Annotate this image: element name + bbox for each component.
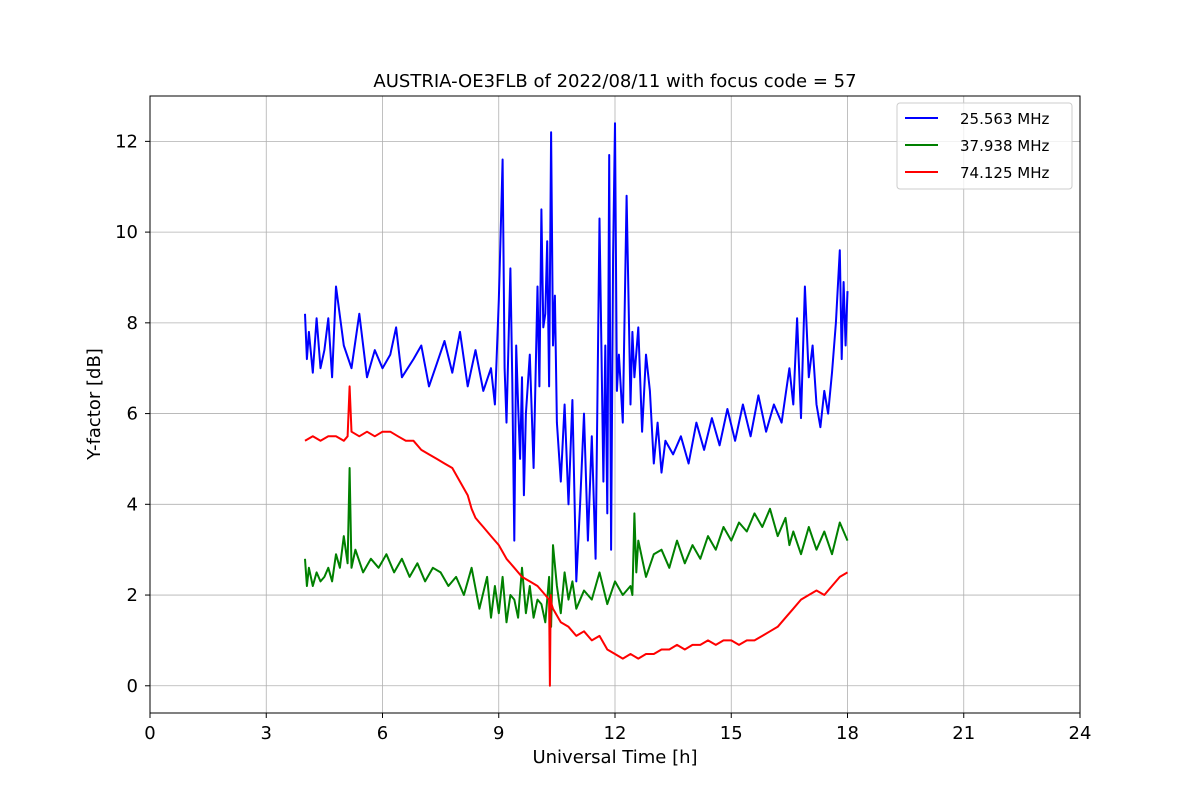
series-line-74125 bbox=[304, 385, 849, 687]
y-axis-label: Y-factor [dB] bbox=[84, 348, 105, 461]
y-tick-label: 10 bbox=[115, 222, 138, 243]
x-tick-label: 24 bbox=[1069, 723, 1092, 744]
x-axis-label: Universal Time [h] bbox=[532, 747, 697, 768]
x-tick-label: 6 bbox=[377, 723, 388, 744]
legend: 25.563 MHz 37.938 MHz 74.125 MHz bbox=[896, 102, 1073, 190]
chart-title: AUSTRIA-OE3FLB of 2022/08/11 with focus … bbox=[373, 71, 856, 92]
series-line-37938 bbox=[304, 467, 849, 628]
y-tick-label: 4 bbox=[127, 494, 138, 515]
legend-label-37938: 37.938 MHz bbox=[960, 137, 1049, 155]
y-tick-label: 0 bbox=[127, 676, 138, 697]
x-tick-label: 0 bbox=[144, 723, 155, 744]
y-tick-label: 8 bbox=[127, 313, 138, 334]
x-tick-label: 3 bbox=[261, 723, 272, 744]
x-tick-label: 9 bbox=[493, 723, 504, 744]
legend-label-74125: 74.125 MHz bbox=[960, 164, 1049, 182]
legend-box bbox=[896, 102, 1073, 190]
y-tick-label: 12 bbox=[115, 131, 138, 152]
data-series bbox=[304, 122, 849, 687]
series-line-25563 bbox=[304, 122, 849, 583]
y-tick-label: 6 bbox=[127, 404, 138, 425]
x-tick-label: 18 bbox=[836, 723, 859, 744]
x-tick-label: 15 bbox=[720, 723, 743, 744]
x-tick-label: 12 bbox=[604, 723, 627, 744]
y-tick-label: 2 bbox=[127, 585, 138, 606]
x-tick-label: 21 bbox=[952, 723, 975, 744]
legend-label-25563: 25.563 MHz bbox=[960, 110, 1049, 128]
